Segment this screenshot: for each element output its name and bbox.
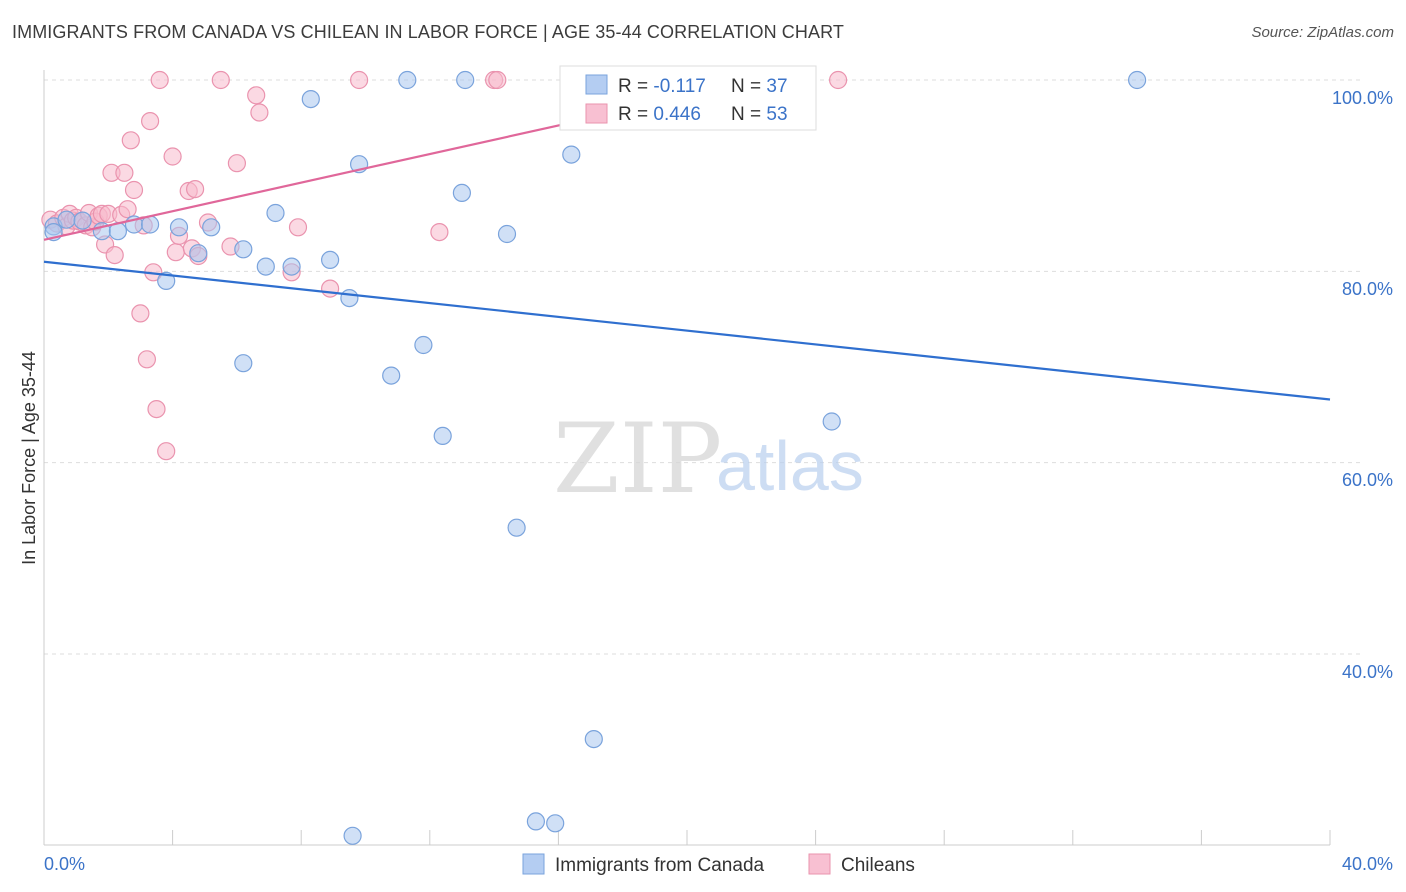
data-point <box>301 89 320 109</box>
legend-n-label: N = <box>731 76 766 97</box>
x-tick-label: 40.0% <box>1342 854 1393 874</box>
legend-r-label: R = <box>618 104 653 125</box>
data-point <box>382 366 401 385</box>
data-point <box>266 203 285 223</box>
legend-row-blue: R = -0.117 <box>618 76 706 97</box>
legend-n-value: 53 <box>766 104 787 125</box>
data-point <box>507 518 526 537</box>
series-legend: Immigrants from Canada Chileans <box>522 853 915 876</box>
watermark-zip: ZIP <box>553 403 722 515</box>
series-legend-swatch-chileans <box>808 853 831 875</box>
data-point <box>321 279 340 298</box>
legend-row-pink: R = 0.446 <box>618 104 701 125</box>
data-point <box>497 224 517 244</box>
data-point <box>321 250 340 269</box>
data-point <box>234 240 253 259</box>
data-point <box>822 412 841 431</box>
data-point <box>456 70 475 90</box>
y-tick-label: 100.0% <box>1332 88 1393 108</box>
data-point <box>202 218 221 237</box>
data-point <box>118 200 137 219</box>
data-point <box>234 354 253 373</box>
data-point <box>157 442 176 461</box>
data-point <box>256 257 275 276</box>
data-point <box>227 154 246 173</box>
legend-r-value: 0.446 <box>653 104 701 125</box>
data-point <box>250 103 269 122</box>
data-point <box>546 814 565 833</box>
x-axis-ticks <box>172 830 1331 845</box>
data-point <box>433 426 452 445</box>
y-tick-label: 40.0% <box>1342 662 1393 682</box>
data-point <box>131 304 150 323</box>
data-point <box>584 729 603 749</box>
legend-n-pink: N = 53 <box>731 104 788 125</box>
data-point <box>150 70 169 90</box>
data-point <box>105 246 124 265</box>
x-tick-label: 0.0% <box>44 854 85 874</box>
series-legend-label-chileans: Chileans <box>841 855 915 876</box>
source-credit: Source: ZipAtlas.com <box>1251 24 1394 41</box>
data-point <box>282 257 301 276</box>
data-point <box>73 211 92 230</box>
legend-r-value: -0.117 <box>653 76 705 97</box>
series-legend-label-canada: Immigrants from Canada <box>555 855 765 876</box>
chart-title: IMMIGRANTS FROM CANADA VS CHILEAN IN LAB… <box>12 22 844 42</box>
legend-n-blue: N = 37 <box>731 76 788 97</box>
legend-r-label: R = <box>618 76 653 97</box>
stats-legend: R = -0.117 N = 37 R = 0.446 N = 53 <box>559 65 817 131</box>
watermark-atlas: atlas <box>716 427 864 505</box>
data-point <box>398 70 417 90</box>
series-legend-swatch-canada <box>522 853 545 875</box>
data-point <box>141 111 160 131</box>
data-point <box>157 271 176 290</box>
legend-n-label: N = <box>731 104 766 125</box>
data-point <box>247 86 266 105</box>
data-point <box>163 147 182 166</box>
data-point <box>488 70 507 90</box>
data-point <box>562 145 581 164</box>
data-point <box>288 218 308 237</box>
legend-swatch-blue <box>585 74 608 95</box>
trend-line-blue <box>43 260 1331 401</box>
data-point <box>57 210 76 229</box>
data-point <box>137 350 156 369</box>
data-point <box>526 812 546 831</box>
legend-n-value: 37 <box>766 76 787 97</box>
data-point <box>186 180 205 199</box>
y-tick-label: 60.0% <box>1342 470 1393 490</box>
data-point <box>115 163 134 182</box>
legend-swatch-pink <box>585 103 608 124</box>
y-axis-label: In Labor Force | Age 35-44 <box>19 351 39 565</box>
data-point <box>121 131 140 150</box>
y-tick-label: 80.0% <box>1342 279 1393 299</box>
watermark: ZIP atlas <box>553 403 864 515</box>
data-point <box>124 180 144 200</box>
data-point <box>828 70 848 90</box>
data-point <box>169 218 189 237</box>
data-point <box>211 70 230 90</box>
y-tick-labels: 100.0% 80.0% 60.0% 40.0% <box>1332 88 1393 682</box>
data-point <box>414 335 433 355</box>
x-tick-labels: 0.0% 40.0% <box>44 854 1393 874</box>
data-point <box>147 400 166 419</box>
data-point <box>189 244 208 263</box>
data-point <box>452 183 471 202</box>
data-point <box>166 243 185 262</box>
data-point <box>1127 70 1147 90</box>
data-point <box>340 289 359 308</box>
data-point <box>343 826 362 845</box>
data-point <box>350 70 369 90</box>
data-point <box>430 223 449 242</box>
